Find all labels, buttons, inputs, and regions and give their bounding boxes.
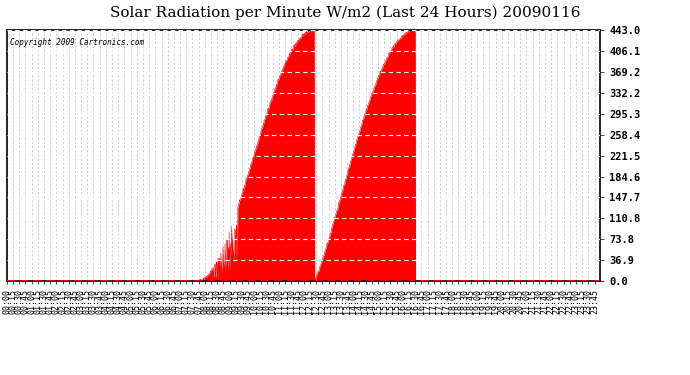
Text: Solar Radiation per Minute W/m2 (Last 24 Hours) 20090116: Solar Radiation per Minute W/m2 (Last 24… (110, 6, 580, 20)
Text: Copyright 2009 Cartronics.com: Copyright 2009 Cartronics.com (10, 38, 144, 46)
